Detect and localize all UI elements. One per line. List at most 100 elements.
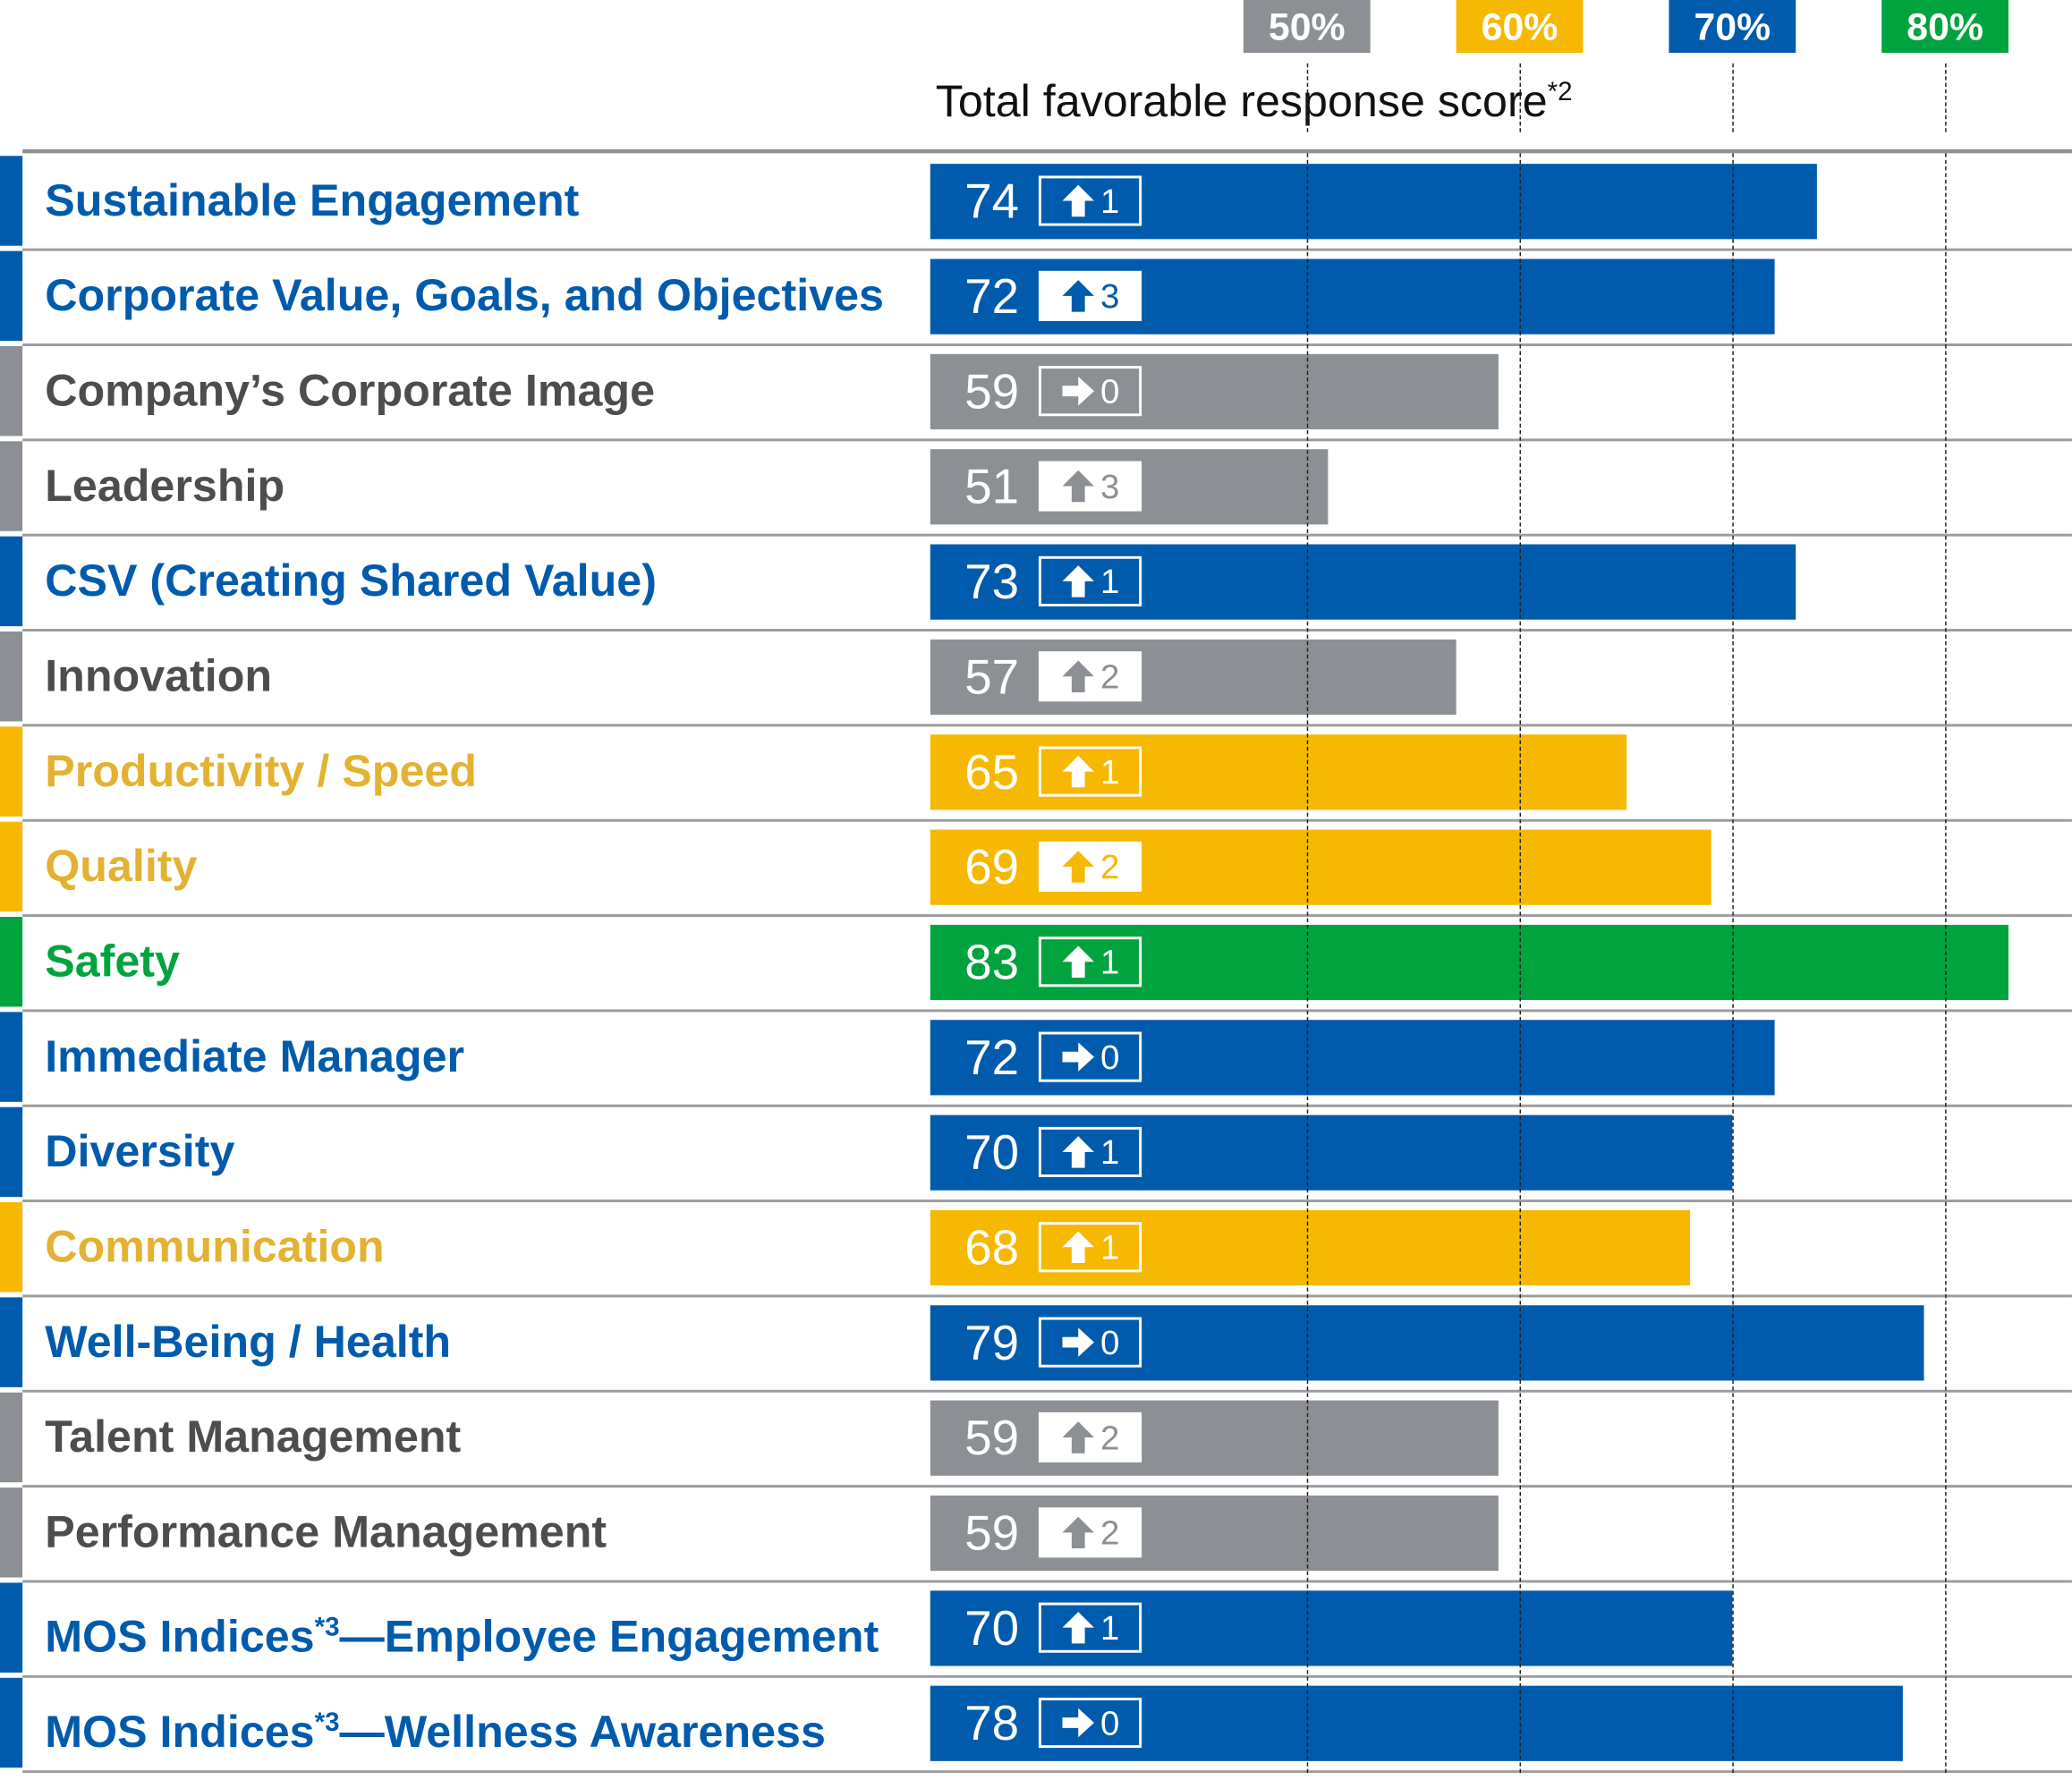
category-label-text: Innovation — [45, 651, 273, 702]
category-label-text: CSV (Creating Shared Value) — [45, 555, 657, 606]
category-label: Diversity — [45, 1105, 234, 1199]
change-value: 0 — [1100, 370, 1120, 411]
category-label-text: Sustainable Engagement — [45, 175, 580, 226]
bar: 79 0 — [930, 1305, 1924, 1381]
bar-value-label: 72 — [964, 1030, 1019, 1085]
reference-label-70: 70% — [1669, 0, 1796, 54]
change-value: 1 — [1100, 1606, 1120, 1648]
change-value: 3 — [1100, 275, 1120, 316]
row-divider — [22, 248, 2072, 251]
category-color-strip — [0, 726, 23, 817]
change-value: 2 — [1100, 656, 1120, 696]
bar-value-label: 57 — [964, 649, 1019, 705]
table-row: CSV (Creating Shared Value) 73 1 — [0, 534, 2072, 632]
category-label: Talent Management — [45, 1390, 461, 1485]
reference-line-50 — [1306, 63, 1309, 132]
bar-value-label: 59 — [964, 1505, 1019, 1561]
category-color-strip — [0, 250, 23, 342]
change-value: 0 — [1100, 1321, 1120, 1362]
arrow-up-icon — [1061, 279, 1095, 313]
arrow-up-icon — [1061, 1420, 1095, 1454]
bar: 59 0 — [930, 353, 1499, 430]
bar-value-label: 83 — [964, 935, 1019, 990]
row-divider — [22, 343, 2072, 346]
reference-label-60: 60% — [1456, 0, 1584, 54]
category-color-strip — [0, 1677, 23, 1768]
arrow-up-icon — [1061, 183, 1095, 217]
reference-line-70 — [1732, 63, 1734, 132]
bar: 59 2 — [930, 1400, 1499, 1476]
bar-value-label: 72 — [964, 269, 1019, 324]
category-label-text: Diversity — [45, 1126, 235, 1178]
arrow-up-icon — [1061, 945, 1095, 979]
label-footnote: *3 — [314, 1708, 340, 1738]
change-badge: 1 — [1038, 937, 1142, 987]
change-value: 1 — [1100, 1132, 1120, 1172]
category-color-strip — [0, 631, 23, 722]
change-badge: 1 — [1038, 746, 1142, 797]
table-row: Communication 68 1 — [0, 1199, 2072, 1298]
change-value: 2 — [1100, 1417, 1120, 1457]
change-value: 1 — [1100, 560, 1120, 601]
row-divider — [22, 1770, 2072, 1774]
reference-line-80 — [1945, 153, 1947, 1774]
bar: 57 2 — [930, 639, 1456, 716]
change-badge: 1 — [1038, 555, 1142, 606]
category-color-strip — [0, 536, 23, 627]
bar: 72 3 — [930, 259, 1775, 335]
category-label-text: Communication — [45, 1222, 385, 1273]
row-divider — [22, 438, 2072, 442]
change-badge: 3 — [1038, 461, 1142, 512]
table-row: Talent Management 59 2 — [0, 1390, 2072, 1488]
change-badge: 0 — [1038, 1317, 1142, 1368]
arrow-up-icon — [1061, 1230, 1095, 1264]
row-divider — [22, 1104, 2072, 1107]
change-badge: 0 — [1038, 1697, 1142, 1749]
category-label: Quality — [45, 819, 197, 914]
change-badge: 2 — [1038, 1411, 1142, 1463]
bar-value-label: 68 — [964, 1220, 1019, 1276]
arrow-right-icon — [1061, 374, 1095, 408]
category-color-strip — [0, 345, 23, 437]
table-row: MOS Indices*3—Wellness Awareness 78 0 — [0, 1675, 2072, 1774]
category-label-text: Corporate Value, Goals, and Objectives — [45, 270, 884, 321]
bar: 59 2 — [930, 1495, 1499, 1572]
category-label-text: Safety — [45, 937, 180, 987]
arrow-up-icon — [1061, 1610, 1095, 1644]
category-label-text: MOS Indices — [45, 1612, 315, 1663]
category-label-text: Well-Being / Health — [45, 1317, 452, 1368]
bar: 78 0 — [930, 1685, 1903, 1761]
category-color-strip — [0, 1582, 23, 1673]
category-color-strip — [0, 1297, 23, 1387]
row-divider — [22, 629, 2072, 632]
category-label-text: Company’s Corporate Image — [45, 366, 656, 417]
bar: 70 1 — [930, 1115, 1733, 1191]
arrow-up-icon — [1061, 1515, 1095, 1549]
row-divider — [22, 1485, 2072, 1488]
category-color-strip — [0, 156, 23, 246]
row-divider — [22, 1674, 2072, 1678]
arrow-up-icon — [1061, 850, 1095, 884]
bar-value-label: 78 — [964, 1696, 1019, 1751]
row-divider — [22, 1009, 2072, 1013]
category-color-strip — [0, 1392, 23, 1483]
table-row: Leadership 51 3 — [0, 438, 2072, 537]
change-value: 1 — [1100, 750, 1120, 791]
category-label-text: Quality — [45, 841, 198, 892]
change-value: 3 — [1100, 465, 1120, 505]
table-row: Well-Being / Health 79 0 — [0, 1294, 2072, 1393]
chart-title: Total favorable response score*2 — [936, 77, 1573, 129]
category-label: Corporate Value, Goals, and Objectives — [45, 249, 884, 343]
change-value: 0 — [1100, 1036, 1120, 1077]
bar-value-label: 70 — [964, 1601, 1019, 1656]
change-badge: 1 — [1038, 1222, 1142, 1273]
bar-value-label: 79 — [964, 1316, 1019, 1370]
reference-label-80: 80% — [1881, 0, 2009, 54]
table-row: Corporate Value, Goals, and Objectives 72… — [0, 249, 2072, 346]
table-row: Sustainable Engagement 74 1 — [0, 153, 2072, 251]
category-label: Performance Management — [45, 1485, 607, 1580]
bar: 69 2 — [930, 829, 1711, 905]
category-label: Leadership — [45, 438, 284, 533]
label-footnote: *3 — [314, 1613, 340, 1642]
change-value: 1 — [1100, 941, 1120, 981]
